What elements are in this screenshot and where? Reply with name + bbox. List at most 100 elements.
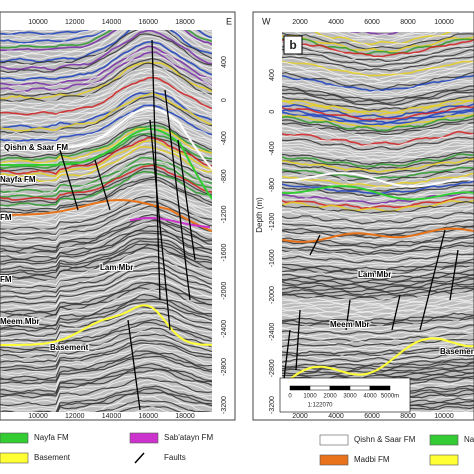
reflector bbox=[282, 106, 474, 121]
reflector bbox=[0, 33, 212, 74]
x-tick-label: 18000 bbox=[175, 19, 195, 26]
x-tick-label: 2000 bbox=[292, 19, 308, 26]
fault bbox=[391, 294, 401, 331]
reflector bbox=[0, 88, 212, 126]
reflector bbox=[282, 118, 474, 133]
reflector bbox=[0, 56, 212, 95]
reflector bbox=[0, 30, 212, 46]
x-tick-label: 8000 bbox=[400, 19, 416, 26]
legend-swatch bbox=[429, 434, 459, 446]
reflector bbox=[282, 166, 474, 180]
fault bbox=[149, 119, 171, 331]
reflector bbox=[282, 247, 474, 259]
reflector bbox=[282, 361, 474, 370]
reflector bbox=[282, 151, 474, 166]
reflector bbox=[282, 277, 474, 289]
reflector bbox=[282, 103, 474, 119]
reflector bbox=[0, 355, 212, 385]
fault bbox=[127, 319, 141, 411]
reflector bbox=[282, 37, 474, 55]
x-tick-label: 8000 bbox=[400, 413, 416, 420]
horizon bbox=[0, 198, 212, 233]
reflector bbox=[282, 206, 474, 219]
y-tick-label: -2000 bbox=[221, 282, 228, 300]
reflector bbox=[0, 30, 90, 36]
panel-a-frame bbox=[0, 11, 236, 421]
reflector bbox=[282, 368, 474, 377]
reflector bbox=[0, 298, 212, 330]
reflector bbox=[0, 57, 212, 97]
formation-label: Meem Mbr bbox=[330, 320, 370, 329]
reflector bbox=[0, 217, 212, 253]
reflector bbox=[0, 30, 212, 65]
scale-bar-segment bbox=[289, 385, 311, 391]
reflector bbox=[315, 32, 438, 43]
reflector bbox=[282, 141, 474, 155]
reflector bbox=[282, 333, 474, 343]
reflector bbox=[282, 204, 474, 217]
reflector bbox=[0, 30, 212, 52]
reflector bbox=[282, 156, 474, 170]
y-tick-label: -1200 bbox=[221, 205, 228, 223]
reflector bbox=[282, 365, 474, 375]
reflector bbox=[0, 366, 212, 396]
panel-label: b bbox=[289, 38, 296, 52]
formation-label: Basemen bbox=[440, 347, 474, 356]
reflector bbox=[0, 358, 212, 388]
reflector bbox=[0, 30, 212, 60]
y-tick-label: -3200 bbox=[269, 396, 276, 414]
reflector bbox=[0, 76, 212, 116]
reflector bbox=[282, 358, 474, 368]
reflector bbox=[0, 343, 212, 375]
y-axis-label: Depth (m) bbox=[255, 197, 264, 233]
formation-label: FM bbox=[0, 213, 12, 222]
reflector bbox=[0, 156, 212, 194]
reflector bbox=[0, 41, 212, 81]
y-tick-label: -2800 bbox=[221, 358, 228, 376]
reflector bbox=[0, 291, 212, 325]
reflector bbox=[0, 139, 212, 178]
reflector bbox=[0, 339, 212, 370]
y-tick-label: -2400 bbox=[269, 323, 276, 341]
formation-label: Lam Mbr bbox=[100, 263, 133, 272]
reflector bbox=[0, 247, 212, 282]
reflector bbox=[0, 369, 212, 399]
reflector bbox=[0, 385, 212, 412]
reflector bbox=[282, 347, 474, 357]
reflector bbox=[282, 298, 474, 308]
reflector bbox=[282, 219, 474, 231]
reflector bbox=[0, 273, 212, 305]
legend-label: Qishn & Saar FM bbox=[354, 435, 416, 444]
legend-label: Nayfa FM bbox=[34, 433, 69, 442]
reflector bbox=[282, 330, 474, 340]
reflector bbox=[0, 100, 212, 138]
reflector bbox=[0, 253, 212, 287]
reflector bbox=[282, 355, 474, 365]
y-tick-label: -2000 bbox=[269, 286, 276, 304]
reflector bbox=[282, 265, 474, 276]
reflector bbox=[282, 211, 474, 225]
reflector bbox=[0, 261, 212, 295]
legend-label: Basement bbox=[34, 453, 71, 462]
x-tick-label: 2000 bbox=[292, 413, 308, 420]
reflector bbox=[0, 30, 212, 39]
scale-bar-tick: 3000 bbox=[343, 394, 357, 400]
reflector bbox=[0, 30, 212, 57]
reflector bbox=[0, 121, 212, 159]
reflector bbox=[0, 75, 212, 113]
reflector bbox=[282, 64, 474, 82]
reflector bbox=[0, 209, 212, 244]
reflector bbox=[282, 282, 474, 293]
reflector bbox=[0, 222, 212, 258]
reflector bbox=[0, 282, 212, 316]
horizon bbox=[282, 172, 474, 188]
reflector bbox=[282, 238, 474, 252]
x-tick-label: 10000 bbox=[434, 19, 454, 26]
reflector bbox=[366, 408, 474, 412]
legend-label: Sab'atayn FM bbox=[164, 433, 213, 442]
reflector bbox=[0, 195, 212, 231]
reflector bbox=[0, 189, 212, 225]
x-tick-label: 12000 bbox=[65, 413, 85, 420]
reflector bbox=[282, 322, 474, 333]
reflector bbox=[282, 172, 474, 185]
